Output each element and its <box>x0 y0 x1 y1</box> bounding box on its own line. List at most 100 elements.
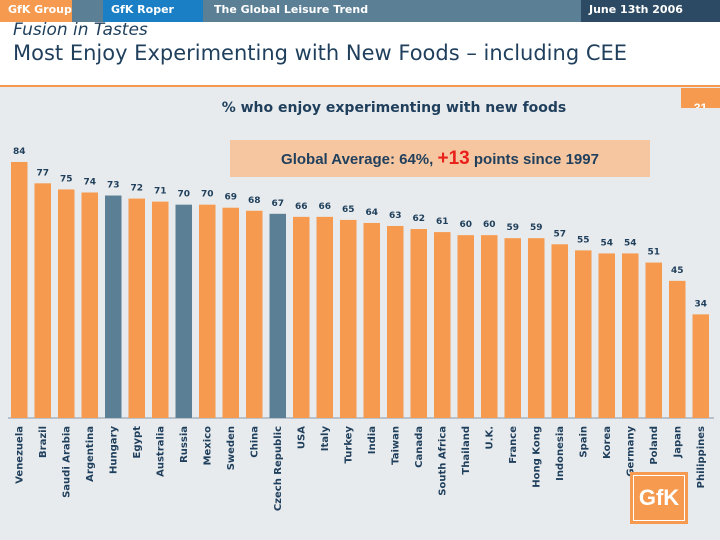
tab-date: June 13th 2006 <box>581 0 720 22</box>
bar-mexico <box>199 204 216 418</box>
bar-venezuela <box>11 162 28 418</box>
global-average-highlight: +13 <box>437 148 470 169</box>
value-label: 84 <box>13 147 26 157</box>
value-label: 34 <box>694 299 707 309</box>
category-label: France <box>508 426 519 464</box>
bar-spain <box>575 250 592 418</box>
value-label: 75 <box>60 174 73 184</box>
gfk-logo-text: GfK <box>633 475 685 521</box>
bar-thailand <box>457 235 474 418</box>
category-label: Taiwan <box>390 426 401 465</box>
category-label: Spain <box>578 426 589 458</box>
category-label: Japan <box>672 426 683 459</box>
category-label: Poland <box>649 426 660 465</box>
value-label: 64 <box>365 208 378 218</box>
category-label: Venezuela <box>14 426 25 484</box>
bar-poland <box>645 262 662 418</box>
global-average-text: Global Average: 64%, <box>281 151 438 168</box>
tab-global-leisure-trend[interactable]: The Global Leisure Trend <box>206 0 580 22</box>
bar-indonesia <box>551 244 568 418</box>
value-label: 59 <box>506 223 519 233</box>
value-label: 60 <box>459 220 472 230</box>
bar-japan <box>669 280 686 418</box>
bar-russia <box>175 204 192 418</box>
category-label: Saudi Arabia <box>61 426 72 498</box>
value-label: 74 <box>83 177 96 187</box>
bar-saudi-arabia <box>58 189 75 418</box>
value-label: 61 <box>436 217 449 227</box>
bar-france <box>504 238 521 418</box>
category-label: Brazil <box>38 426 49 458</box>
value-label: 71 <box>154 187 167 197</box>
category-label: Egypt <box>132 426 143 459</box>
bar-taiwan <box>387 226 404 418</box>
category-label: Korea <box>602 426 613 459</box>
bar-canada <box>410 229 427 418</box>
value-label: 70 <box>177 190 190 200</box>
bar-brazil <box>34 183 51 418</box>
category-label: Turkey <box>343 426 354 464</box>
value-label: 45 <box>671 266 684 276</box>
category-label: India <box>367 426 378 454</box>
value-label: 57 <box>553 229 566 239</box>
category-label: Philippines <box>696 426 707 488</box>
header-area: Fusion in Tastes Most Enjoy Experimentin… <box>0 20 720 86</box>
value-label: 54 <box>624 238 637 248</box>
value-label: 66 <box>295 202 308 212</box>
value-label: 65 <box>342 205 355 215</box>
slide-subtitle: Fusion in Tastes <box>13 20 148 40</box>
chart-title: % who enjoy experimenting with new foods <box>221 100 567 116</box>
category-label: USA <box>296 426 307 449</box>
global-average-suffix: points since 1997 <box>469 151 599 168</box>
category-label: Thailand <box>461 426 472 475</box>
category-label: Mexico <box>202 426 213 466</box>
bar-argentina <box>81 192 98 418</box>
bar-germany <box>622 253 639 418</box>
category-label: Hong Kong <box>531 426 542 488</box>
bar-hungary <box>105 195 122 418</box>
page-number: 31 <box>681 88 720 108</box>
bar-korea <box>598 253 615 418</box>
page-number-label: 31 <box>693 101 708 108</box>
category-label: Russia <box>179 426 190 463</box>
bar-south-africa <box>434 232 451 418</box>
bar-u-k <box>481 235 498 418</box>
tab-gfk-roper[interactable]: GfK Roper <box>103 0 203 22</box>
bar-italy <box>316 216 333 418</box>
value-label: 73 <box>107 181 120 191</box>
bar-sweden <box>222 207 239 418</box>
value-label: 72 <box>130 184 143 194</box>
gfk-logo: GfK <box>630 472 688 524</box>
category-label: Australia <box>155 426 166 477</box>
value-label: 66 <box>318 202 331 212</box>
bar-india <box>363 222 380 418</box>
value-label: 54 <box>600 238 613 248</box>
category-label: South Africa <box>437 426 448 496</box>
category-label: Hungary <box>108 426 119 474</box>
bar-egypt <box>128 198 145 418</box>
bar-usa <box>293 216 310 418</box>
category-label: Argentina <box>85 426 96 482</box>
bar-turkey <box>340 219 357 418</box>
header-divider <box>0 85 720 87</box>
category-label: Germany <box>625 426 636 477</box>
value-label: 55 <box>577 235 590 245</box>
category-label: Italy <box>320 426 331 452</box>
bar-philippines <box>692 314 709 418</box>
category-label: Canada <box>414 426 425 468</box>
value-label: 51 <box>647 248 660 258</box>
bar-czech-republic <box>269 213 286 418</box>
category-label: Czech Republic <box>273 426 284 511</box>
category-label: U.K. <box>484 426 495 449</box>
slide-title: Most Enjoy Experimenting with New Foods … <box>13 41 628 65</box>
category-label: Sweden <box>226 426 237 470</box>
value-label: 68 <box>248 196 261 206</box>
value-label: 67 <box>271 199 284 209</box>
tab-gfk-group[interactable]: GfK Group <box>0 0 72 22</box>
value-label: 63 <box>389 211 402 221</box>
value-label: 69 <box>224 193 237 203</box>
value-label: 62 <box>412 214 425 224</box>
value-label: 60 <box>483 220 496 230</box>
value-label: 70 <box>201 190 214 200</box>
